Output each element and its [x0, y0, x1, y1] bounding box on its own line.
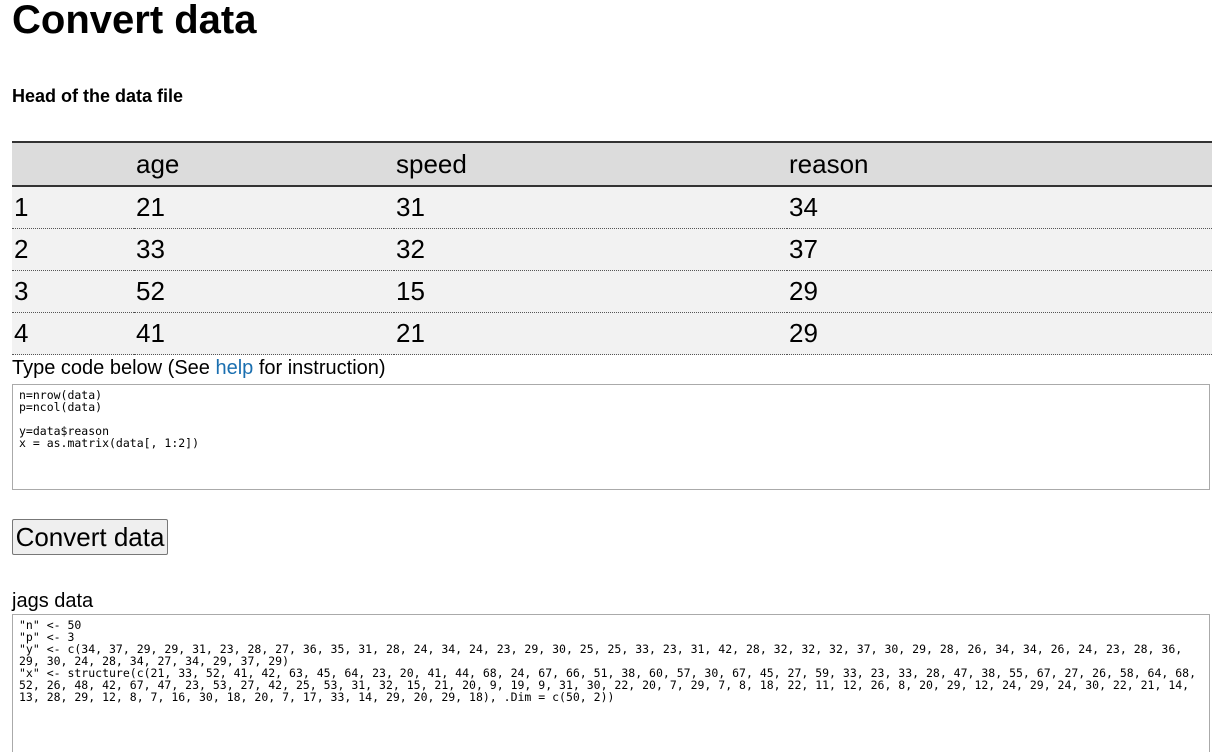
label-text: Type code below (See — [12, 357, 216, 379]
header-cell — [12, 141, 134, 187]
header-cell: age — [134, 141, 394, 187]
section-title: Head of the data file — [12, 86, 184, 106]
table-cell: 34 — [787, 186, 1212, 229]
table-cell: 4 — [12, 312, 134, 355]
output-box[interactable]: "n" <- 50 "p" <- 3 "y" <- c(34, 37, 29, … — [12, 614, 1210, 752]
convert-button[interactable]: Convert data — [12, 519, 168, 555]
table-cell: 2 — [12, 228, 134, 271]
table-cell: 31 — [394, 186, 787, 229]
table-cell: 29 — [787, 312, 1212, 355]
output-label: jags data — [12, 590, 94, 612]
header-cell: speed — [394, 141, 787, 187]
table-cell: 32 — [394, 228, 787, 271]
data-table: age speed reason 1 21 31 34 2 33 32 37 3 52 15 29 4 41 2… — [12, 141, 1212, 355]
table-row: 1 21 31 34 — [12, 186, 1212, 229]
table-cell: 21 — [394, 312, 787, 355]
table-row: 4 41 21 29 — [12, 312, 1212, 355]
code-editor[interactable]: n=nrow(data) p=ncol(data) y=data$reason … — [12, 384, 1210, 490]
label-text: for instruction) — [253, 357, 386, 379]
header-row: age speed reason — [12, 141, 1212, 187]
table-cell: 29 — [787, 270, 1212, 313]
table-cell: 21 — [134, 186, 394, 229]
table-cell: 15 — [394, 270, 787, 313]
code-label: Type code below (See help for instructio… — [12, 357, 386, 380]
help-link[interactable]: help — [215, 357, 254, 379]
page-title: Convert data — [12, 0, 257, 42]
table-cell: 33 — [134, 228, 394, 271]
table-cell: 52 — [134, 270, 394, 313]
table-cell: 41 — [134, 312, 394, 355]
table-cell: 1 — [12, 186, 134, 229]
table-cell: 37 — [787, 228, 1212, 271]
header-cell: reason — [787, 141, 1212, 187]
table-row: 3 52 15 29 — [12, 270, 1212, 313]
table-cell: 3 — [12, 270, 134, 313]
table-row: 2 33 32 37 — [12, 228, 1212, 271]
